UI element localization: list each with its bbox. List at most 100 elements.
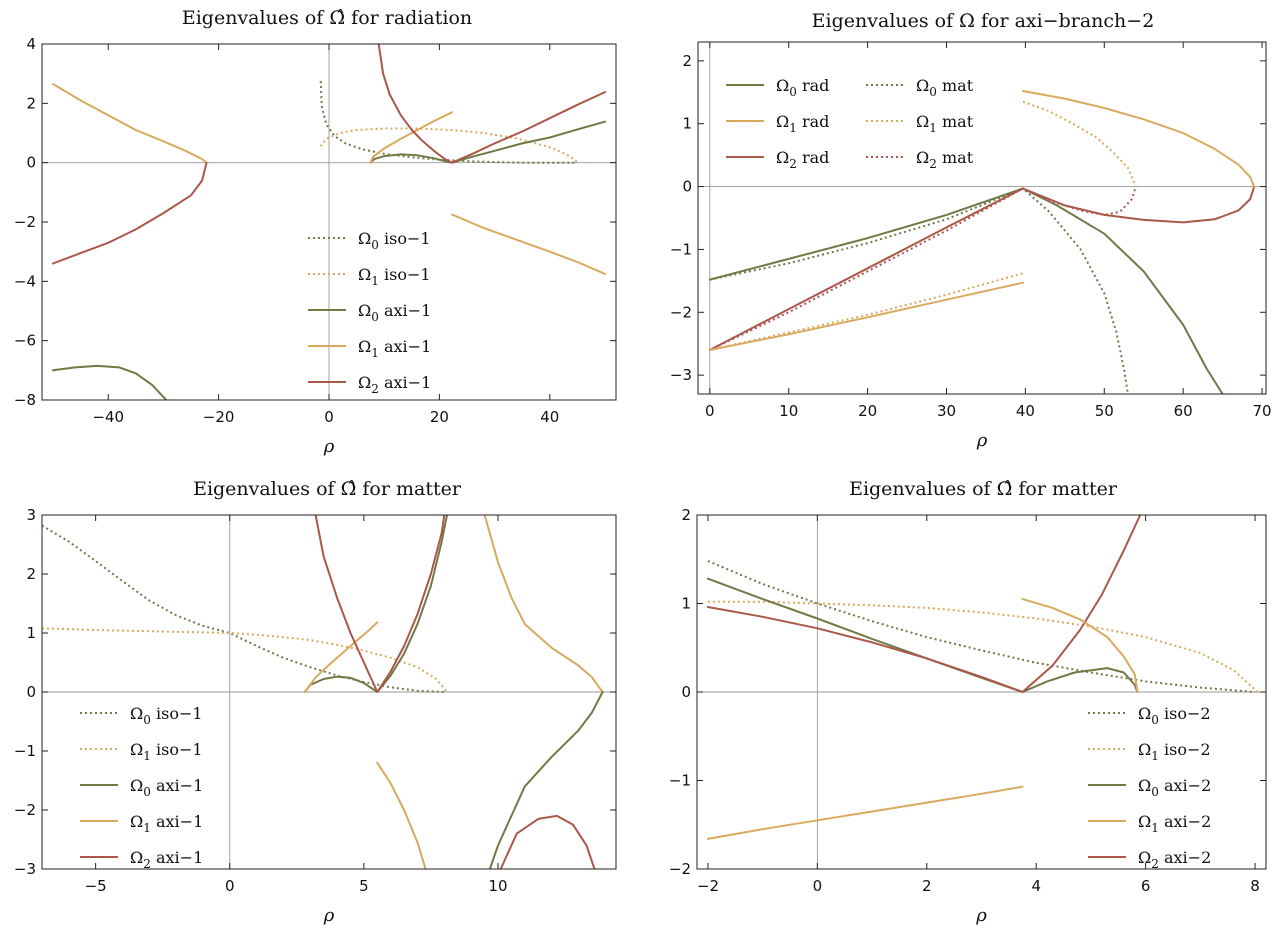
legend-label: Ω1 iso−1 xyxy=(130,740,203,763)
series-curve xyxy=(377,44,606,164)
series-curve xyxy=(1021,598,1139,693)
x-tick-label: 30 xyxy=(937,402,956,420)
series-curve xyxy=(483,515,604,693)
series-curve xyxy=(488,691,604,869)
series-curve xyxy=(706,515,1142,693)
x-axis-label: ρ xyxy=(323,905,335,926)
series-curve xyxy=(303,621,379,693)
legend-label: Ω1 iso−1 xyxy=(358,265,431,288)
x-tick-label: 40 xyxy=(540,408,559,426)
x-tick-label: −5 xyxy=(85,877,107,895)
series-curve xyxy=(319,127,579,164)
series-curve xyxy=(707,560,1256,693)
y-tick-label: 1 xyxy=(682,115,692,133)
series-curve xyxy=(1022,90,1256,188)
series-curve xyxy=(1022,100,1137,187)
y-tick-label: 0 xyxy=(26,683,36,701)
y-tick-label: −2 xyxy=(669,860,691,878)
legend-label: Ω1 axi−2 xyxy=(1138,812,1211,835)
legend-label: Ω1 iso−2 xyxy=(1138,740,1211,763)
y-tick-label: −2 xyxy=(670,303,692,321)
x-tick-label: 0 xyxy=(705,402,715,420)
x-axis-label: ρ xyxy=(975,905,987,926)
legend: Ω0 iso−1 Ω1 iso−1 Ω0 axi−1 Ω1 axi−1 Ω2 axi−1 xyxy=(308,229,431,396)
chart-panel-1: Eigenvalues of Ω̂ for radiation−40 −20 0 20… xyxy=(14,7,617,457)
y-tick-label: −1 xyxy=(14,742,36,760)
series-curve xyxy=(709,187,1129,394)
series-curve xyxy=(52,161,208,265)
y-tick-label: −2 xyxy=(14,213,36,231)
x-tick-label: 10 xyxy=(488,877,507,895)
y-tick-label: −3 xyxy=(14,860,36,878)
y-tick-label: −6 xyxy=(14,332,36,350)
series-curve xyxy=(369,111,454,164)
legend-label: Ω1 rad xyxy=(776,112,829,135)
x-tick-label: 70 xyxy=(1253,402,1272,420)
chart-panel-2: Eigenvalues of Ω for axi−branch−20 10 20 30… xyxy=(670,10,1272,451)
legend-label: Ω2 axi−2 xyxy=(1138,848,1211,871)
legend-label: Ω0 iso−1 xyxy=(130,704,203,727)
legend-label: Ω0 iso−1 xyxy=(358,229,431,252)
x-tick-label: 10 xyxy=(779,402,798,420)
y-tick-label: −8 xyxy=(14,391,36,409)
x-tick-label: −2 xyxy=(697,877,719,895)
x-tick-label: 20 xyxy=(430,408,449,426)
series-curve xyxy=(709,186,1137,351)
x-tick-label: 0 xyxy=(813,877,823,895)
x-tick-label: 20 xyxy=(858,402,877,420)
series-curve xyxy=(709,272,1024,351)
series-curve xyxy=(708,187,1224,394)
y-tick-label: 2 xyxy=(681,506,691,524)
y-tick-label: 3 xyxy=(26,506,36,524)
legend-label: Ω1 mat xyxy=(916,112,974,135)
series-curve xyxy=(499,814,596,869)
series-curve xyxy=(52,83,208,164)
x-tick-label: 50 xyxy=(1095,402,1114,420)
y-tick-label: −3 xyxy=(670,366,692,384)
x-tick-label: 60 xyxy=(1174,402,1193,420)
chart-panel-3: Eigenvalues of Ω̂ for matter−5 0 5 10−3−2−1… xyxy=(14,478,617,926)
x-tick-label: 40 xyxy=(1016,402,1035,420)
chart-title: Eigenvalues of Ω for axi−branch−2 xyxy=(812,10,1155,32)
legend: Ω0 rad Ω1 rad Ω2 rad Ω0 mat Ω1 mat Ω2 mat xyxy=(726,76,974,171)
series-curve xyxy=(376,761,427,869)
legend-label: Ω0 axi−1 xyxy=(358,301,431,324)
plot-frame xyxy=(697,41,1267,395)
legend-label: Ω2 axi−1 xyxy=(130,848,203,871)
series-curve xyxy=(708,281,1024,351)
y-tick-label: 2 xyxy=(26,94,36,112)
series-curve xyxy=(706,785,1024,840)
legend-label: Ω1 axi−1 xyxy=(130,812,203,835)
legend-label: Ω0 axi−2 xyxy=(1138,776,1211,799)
series-curve xyxy=(451,213,606,275)
y-tick-label: 0 xyxy=(26,154,36,172)
y-tick-label: 0 xyxy=(682,178,692,196)
series-curve xyxy=(706,577,1139,693)
series-curve xyxy=(314,515,446,693)
y-tick-label: 1 xyxy=(681,595,691,613)
x-axis-label: ρ xyxy=(323,436,335,457)
legend-label: Ω0 mat xyxy=(916,76,974,99)
x-tick-label: 6 xyxy=(1141,877,1151,895)
x-tick-label: 0 xyxy=(324,408,334,426)
chart-panel-4: Eigenvalues of Ω̂ for matter −2 0 2 4 6 8 −2 −1 0… xyxy=(669,478,1267,926)
x-tick-label: −40 xyxy=(92,408,124,426)
y-tick-label: 1 xyxy=(26,624,36,642)
y-tick-label: −1 xyxy=(670,240,692,258)
series-curve xyxy=(52,364,168,400)
y-tick-label: −2 xyxy=(14,801,36,819)
chart-title: Eigenvalues of Ω̂ for matter xyxy=(849,478,1118,500)
chart-title: Eigenvalues of Ω̂ for matter xyxy=(193,478,462,500)
chart-title: Eigenvalues of Ω̂ for radiation xyxy=(182,7,472,29)
legend-label: Ω1 axi−1 xyxy=(358,337,431,360)
legend-label: Ω2 axi−1 xyxy=(358,373,431,396)
legend-label: Ω2 mat xyxy=(916,148,974,171)
series-curve xyxy=(319,81,578,164)
x-tick-label: −20 xyxy=(203,408,235,426)
series-curve xyxy=(707,600,1259,693)
x-axis-label: ρ xyxy=(976,430,988,451)
x-tick-label: 0 xyxy=(225,877,235,895)
legend-label: Ω0 iso−2 xyxy=(1138,704,1211,727)
x-tick-label: 2 xyxy=(922,877,932,895)
